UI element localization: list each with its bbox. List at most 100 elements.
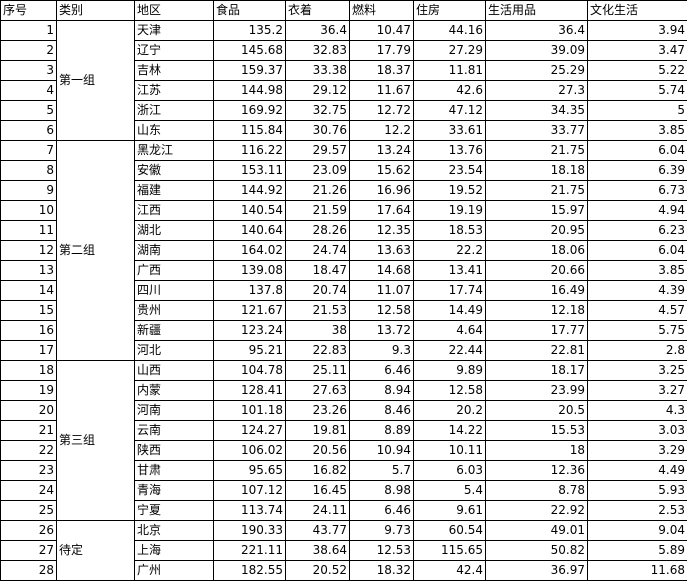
table-row: 15 贵州 121.67 21.53 12.58 14.49 12.18 4.57	[0, 300, 687, 321]
food-cell: 95.65	[213, 460, 286, 481]
food-cell: 95.21	[213, 340, 286, 361]
clothing-cell: 20.56	[285, 440, 350, 461]
food-cell: 140.54	[213, 200, 286, 221]
group-cell: 第三组	[56, 360, 135, 521]
clothing-cell: 18.47	[285, 260, 350, 281]
id-cell: 13	[0, 260, 57, 281]
header-culture: 文化生活	[587, 0, 687, 21]
housing-cell: 18.53	[413, 220, 486, 241]
header-housing: 住房	[413, 0, 486, 21]
table-row: 3 吉林 159.37 33.38 18.37 11.81 25.29 5.22	[0, 60, 687, 81]
id-cell: 10	[0, 200, 57, 221]
clothing-cell: 20.52	[285, 560, 350, 581]
clothing-cell: 21.53	[285, 300, 350, 321]
id-cell: 5	[0, 100, 57, 121]
id-cell: 11	[0, 220, 57, 241]
goods-cell: 17.77	[485, 320, 588, 341]
housing-cell: 13.41	[413, 260, 486, 281]
header-region: 地区	[134, 0, 214, 21]
culture-cell: 5.74	[587, 80, 687, 101]
table-row: 25 宁夏 113.74 24.11 6.46 9.61 22.92 2.53	[0, 500, 687, 521]
fuel-cell: 6.46	[349, 360, 414, 381]
table-row: 22 陕西 106.02 20.56 10.94 10.11 18 3.29	[0, 440, 687, 461]
fuel-cell: 5.7	[349, 460, 414, 481]
fuel-cell: 17.79	[349, 40, 414, 61]
id-cell: 6	[0, 120, 57, 141]
housing-cell: 13.76	[413, 140, 486, 161]
housing-cell: 4.64	[413, 320, 486, 341]
goods-cell: 25.29	[485, 60, 588, 81]
food-cell: 159.37	[213, 60, 286, 81]
housing-cell: 5.4	[413, 480, 486, 501]
culture-cell: 9.04	[587, 520, 687, 541]
fuel-cell: 8.46	[349, 400, 414, 421]
housing-cell: 42.4	[413, 560, 486, 581]
housing-cell: 14.22	[413, 420, 486, 441]
region-cell: 浙江	[134, 100, 214, 121]
region-cell: 四川	[134, 280, 214, 301]
food-cell: 115.84	[213, 120, 286, 141]
housing-cell: 19.19	[413, 200, 486, 221]
culture-cell: 3.94	[587, 20, 687, 41]
table-row: 10 江西 140.54 21.59 17.64 19.19 15.97 4.94	[0, 200, 687, 221]
table-row: 1 第一组 天津 135.2 36.4 10.47 44.16 36.4 3.94	[0, 20, 687, 141]
fuel-cell: 8.98	[349, 480, 414, 501]
culture-cell: 3.25	[587, 360, 687, 381]
region-cell: 河南	[134, 400, 214, 421]
housing-cell: 60.54	[413, 520, 486, 541]
region-cell: 山东	[134, 120, 214, 141]
header-goods: 生活用品	[485, 0, 588, 21]
region-cell: 辽宁	[134, 40, 214, 61]
region-cell: 贵州	[134, 300, 214, 321]
fuel-cell: 13.63	[349, 240, 414, 261]
fuel-cell: 12.35	[349, 220, 414, 241]
clothing-cell: 38	[285, 320, 350, 341]
region-cell: 江苏	[134, 80, 214, 101]
clothing-cell: 23.26	[285, 400, 350, 421]
region-cell: 湖北	[134, 220, 214, 241]
goods-cell: 18.18	[485, 160, 588, 181]
id-cell: 24	[0, 480, 57, 501]
id-cell: 9	[0, 180, 57, 201]
header-row: 序号 类别 地区 食品 衣着 燃料 住房 生活用品 文化生活	[0, 0, 687, 21]
culture-cell: 5.75	[587, 320, 687, 341]
fuel-cell: 17.64	[349, 200, 414, 221]
housing-cell: 42.6	[413, 80, 486, 101]
region-cell: 江西	[134, 200, 214, 221]
id-cell: 14	[0, 280, 57, 301]
clothing-cell: 32.75	[285, 100, 350, 121]
table-row: 14 四川 137.8 20.74 11.07 17.74 16.49 4.39	[0, 280, 687, 301]
goods-cell: 23.99	[485, 380, 588, 401]
table-row: 18 第三组 山西 104.78 25.11 6.46 9.89 18.17 3.25	[0, 360, 687, 521]
fuel-cell: 8.94	[349, 380, 414, 401]
food-cell: 182.55	[213, 560, 286, 581]
food-cell: 116.22	[213, 140, 286, 161]
region-cell: 安徽	[134, 160, 214, 181]
clothing-cell: 16.45	[285, 480, 350, 501]
id-cell: 26	[0, 520, 57, 541]
fuel-cell: 14.68	[349, 260, 414, 281]
fuel-cell: 11.07	[349, 280, 414, 301]
region-cell: 湖南	[134, 240, 214, 261]
clothing-cell: 32.83	[285, 40, 350, 61]
clothing-cell: 33.38	[285, 60, 350, 81]
culture-cell: 3.27	[587, 380, 687, 401]
region-cell: 广西	[134, 260, 214, 281]
housing-cell: 11.81	[413, 60, 486, 81]
region-cell: 黑龙江	[134, 140, 214, 161]
clothing-cell: 27.63	[285, 380, 350, 401]
region-cell: 新疆	[134, 320, 214, 341]
group-cell: 待定	[56, 520, 135, 581]
id-cell: 15	[0, 300, 57, 321]
culture-cell: 6.73	[587, 180, 687, 201]
culture-cell: 6.04	[587, 140, 687, 161]
culture-cell: 4.94	[587, 200, 687, 221]
region-cell: 宁夏	[134, 500, 214, 521]
clothing-cell: 22.83	[285, 340, 350, 361]
id-cell: 7	[0, 140, 57, 161]
culture-cell: 4.3	[587, 400, 687, 421]
region-cell: 山西	[134, 360, 214, 381]
culture-cell: 6.39	[587, 160, 687, 181]
table-row: 21 云南 124.27 19.81 8.89 14.22 15.53 3.03	[0, 420, 687, 441]
